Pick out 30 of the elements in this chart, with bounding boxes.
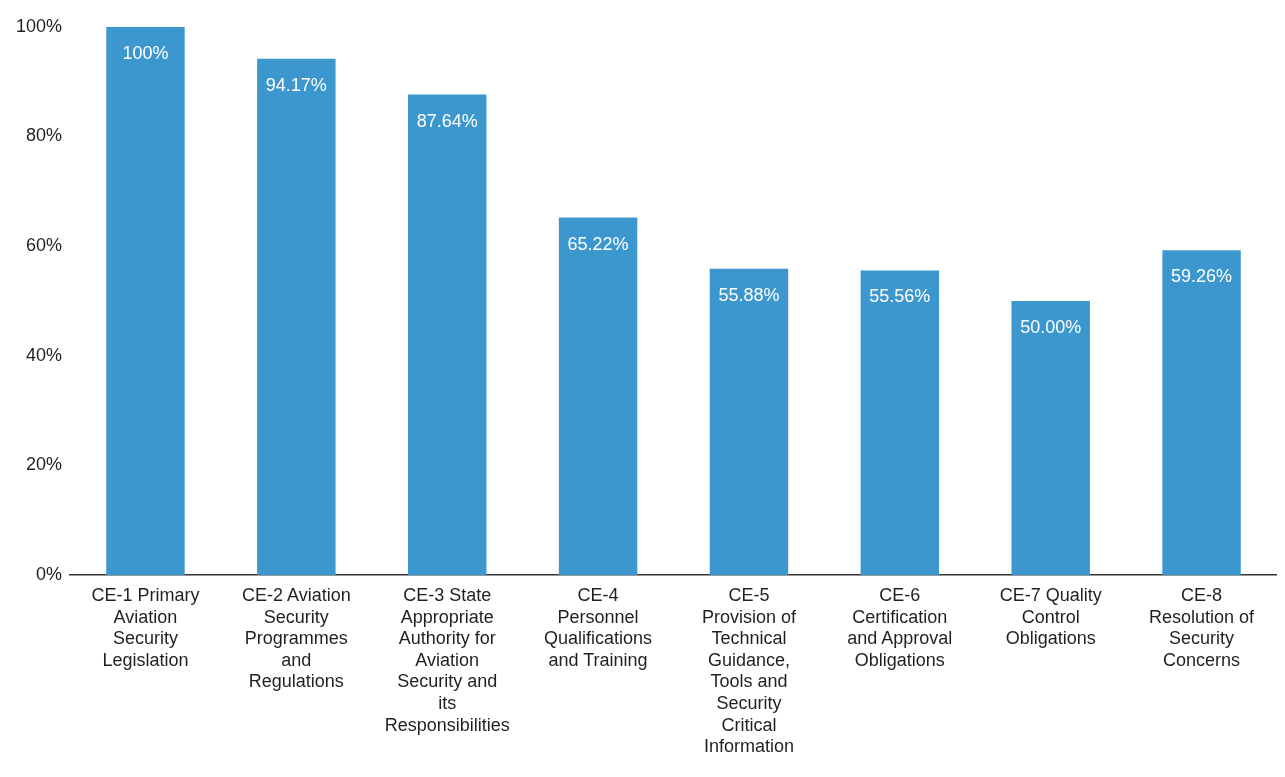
- y-tick-label: 80%: [26, 125, 63, 146]
- x-tick-label: CE-4 Personnel Qualifications and Training: [544, 584, 653, 670]
- bar: [1162, 250, 1241, 576]
- bar: [860, 270, 940, 576]
- bar: [709, 268, 789, 576]
- data-label: 59.26%: [1171, 266, 1233, 287]
- y-tick-label: 100%: [15, 15, 63, 36]
- bar: [106, 26, 185, 576]
- x-tick-label: CE-1 Primary Aviation Security Legislation: [91, 584, 200, 670]
- y-tick-label: 40%: [26, 344, 63, 365]
- bar: [257, 58, 336, 576]
- y-tick-label: 0%: [36, 564, 63, 585]
- x-tick-label: CE-8 Resolution of Security Concerns: [1149, 584, 1256, 670]
- data-label: 65.22%: [567, 233, 629, 254]
- bar: [407, 94, 487, 576]
- x-tick-label: CE-6 Certification and Approval Obligations: [847, 584, 953, 670]
- data-label: 87.64%: [416, 110, 478, 131]
- x-tick-label: CE-3 State Appropriate Authority for Aviation Security and its Responsibilities: [384, 584, 510, 735]
- x-tick-label: CE-2 Aviation Security Programmes and Regulations: [241, 584, 351, 692]
- bar: [1011, 301, 1090, 576]
- x-tick-label: CE-7 Quality Control Obligations: [999, 584, 1102, 649]
- x-tick-label: CE-5 Provision of Technical Guidance, Tools and Security Critical Information: [701, 584, 797, 757]
- data-label: 94.17%: [265, 74, 327, 95]
- y-tick-label: 20%: [26, 454, 63, 475]
- data-label: 50.00%: [1020, 316, 1082, 337]
- y-tick-label: 60%: [26, 235, 63, 256]
- data-label: 55.88%: [718, 284, 780, 305]
- bar: [558, 217, 638, 576]
- data-label: 100%: [122, 42, 169, 63]
- data-label: 55.56%: [869, 286, 931, 307]
